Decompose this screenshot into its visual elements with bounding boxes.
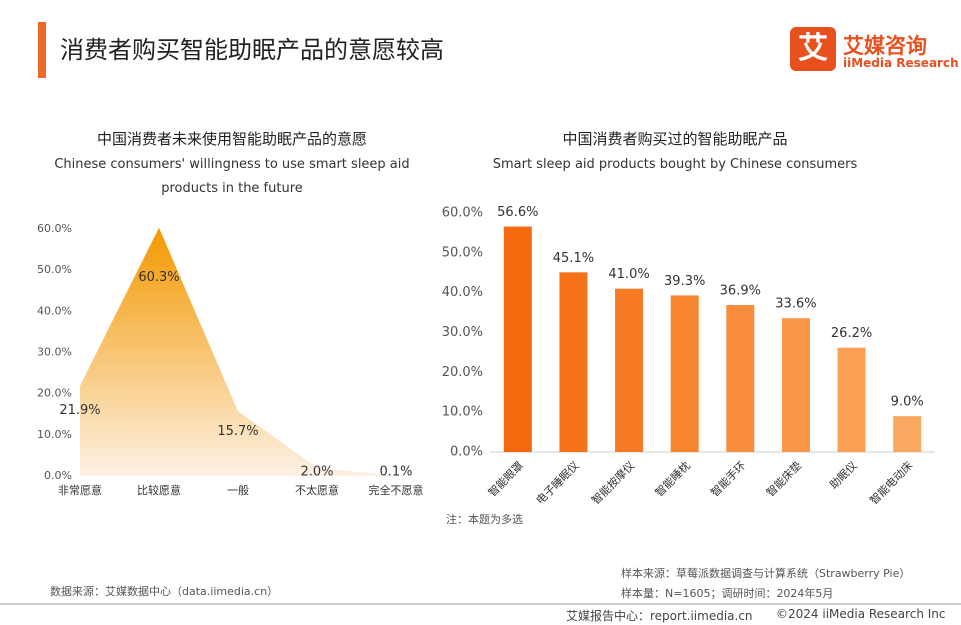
- y-tick-label: 40.0%: [37, 304, 72, 317]
- y-tick-label: 30.0%: [442, 325, 483, 340]
- bar: [559, 272, 588, 452]
- x-tick-label: 智能手环: [708, 458, 749, 499]
- chart-subtitle: Chinese consumers' willingness to use sm…: [54, 157, 410, 196]
- value-label: 39.3%: [664, 274, 705, 289]
- sample-source: 样本来源：草莓派数据调查与计算系统（Strawberry Pie）: [621, 567, 911, 580]
- y-tick-label: 0.0%: [44, 469, 72, 482]
- chart-title: 中国消费者未来使用智能助眠产品的意愿: [96, 130, 367, 148]
- y-tick-label: 50.0%: [442, 245, 483, 260]
- value-label: 33.6%: [775, 297, 816, 312]
- y-tick-label: 40.0%: [442, 285, 483, 300]
- x-tick-label: 电子睡眠仪: [534, 459, 582, 507]
- y-tick-label: 50.0%: [37, 263, 72, 276]
- value-label: 56.6%: [497, 205, 538, 220]
- y-tick-label: 10.0%: [37, 428, 72, 441]
- x-tick-label: 非常愿意: [58, 483, 102, 497]
- bar: [726, 305, 755, 452]
- y-tick-label: 20.0%: [37, 387, 72, 400]
- source: 数据来源：艾媒数据中心（data.iimedia.cn）: [50, 585, 279, 598]
- bar: [893, 416, 922, 452]
- report-center: 艾媒报告中心：report.iimedia.cn: [566, 609, 753, 623]
- value-label: 45.1%: [553, 251, 594, 266]
- x-tick-label: 比较愿意: [137, 483, 181, 497]
- y-tick-label: 20.0%: [442, 365, 483, 380]
- x-tick-label: 智能眼罩: [485, 458, 526, 499]
- value-label: 36.9%: [720, 284, 761, 299]
- page-title: 消费者购买智能助眠产品的意愿较高: [60, 36, 444, 64]
- value-label: 0.1%: [379, 465, 412, 480]
- x-tick-label: 不太愿意: [295, 483, 339, 497]
- sample-size: 样本量：N=1605；调研时间：2024年5月: [621, 587, 834, 600]
- y-tick-label: 0.0%: [450, 445, 483, 460]
- bar: [615, 288, 644, 452]
- copyright: ©2024 iiMedia Research Inc: [776, 607, 946, 621]
- x-tick-label: 完全不愿意: [369, 483, 424, 497]
- x-tick-label: 一般: [227, 484, 249, 497]
- area: [80, 227, 396, 476]
- bar: [503, 226, 532, 452]
- bar: [781, 318, 810, 452]
- value-label: 26.2%: [831, 326, 872, 341]
- x-tick-label: 智能按摩仪: [589, 458, 638, 507]
- y-tick-label: 60.0%: [37, 222, 72, 235]
- x-tick-label: 智能睡枕: [652, 458, 693, 499]
- y-tick-label: 10.0%: [442, 405, 483, 420]
- chart-title: 中国消费者购买过的智能助眠产品: [562, 130, 788, 148]
- value-label: 60.3%: [138, 270, 179, 285]
- value-label: 41.0%: [608, 267, 649, 282]
- x-tick-label: 助眠仪: [827, 458, 860, 491]
- y-tick-label: 30.0%: [37, 346, 72, 359]
- value-label: 21.9%: [59, 403, 100, 418]
- bar: [837, 347, 866, 452]
- value-label: 2.0%: [300, 465, 333, 480]
- y-tick-label: 60.0%: [442, 206, 483, 221]
- chart-subtitle: Smart sleep aid products bought by Chine…: [492, 157, 858, 172]
- logo-name: 艾媒咨询: [843, 34, 927, 58]
- value-label: 9.0%: [891, 395, 924, 410]
- x-tick-label: 智能床垫: [763, 458, 804, 499]
- chart-note: 注：本题为多选: [446, 513, 523, 526]
- value-label: 15.7%: [217, 424, 258, 439]
- x-tick-label: 智能电动床: [867, 458, 916, 507]
- logo-en: iiMedia Research: [843, 56, 959, 70]
- logo-icon: 艾: [790, 27, 836, 71]
- bar: [670, 295, 699, 452]
- title-accent: [38, 22, 46, 78]
